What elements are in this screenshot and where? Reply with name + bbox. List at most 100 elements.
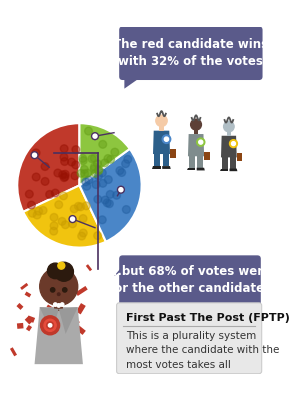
Circle shape bbox=[41, 316, 60, 335]
Circle shape bbox=[105, 176, 112, 184]
FancyBboxPatch shape bbox=[119, 255, 261, 306]
Circle shape bbox=[90, 165, 98, 173]
Bar bbox=[25, 316, 33, 324]
Circle shape bbox=[39, 207, 47, 214]
Circle shape bbox=[44, 319, 56, 331]
Circle shape bbox=[95, 172, 102, 180]
Bar bbox=[86, 264, 92, 271]
Circle shape bbox=[50, 288, 55, 292]
Circle shape bbox=[162, 135, 171, 144]
Circle shape bbox=[111, 148, 119, 156]
Bar bbox=[41, 324, 54, 332]
Bar bbox=[20, 283, 28, 290]
Circle shape bbox=[118, 169, 126, 176]
Circle shape bbox=[54, 303, 57, 306]
Bar bbox=[17, 323, 23, 329]
Circle shape bbox=[55, 201, 63, 209]
Circle shape bbox=[79, 157, 87, 164]
Circle shape bbox=[60, 153, 68, 161]
Circle shape bbox=[164, 137, 169, 141]
Circle shape bbox=[69, 220, 76, 228]
Circle shape bbox=[68, 158, 75, 166]
Circle shape bbox=[74, 203, 82, 210]
Circle shape bbox=[199, 140, 203, 144]
Circle shape bbox=[41, 163, 49, 170]
Bar bbox=[75, 286, 88, 296]
Circle shape bbox=[60, 145, 68, 152]
Polygon shape bbox=[124, 73, 142, 89]
Wedge shape bbox=[79, 149, 142, 242]
Wedge shape bbox=[23, 185, 106, 247]
Circle shape bbox=[116, 167, 124, 174]
Circle shape bbox=[54, 169, 62, 177]
Circle shape bbox=[61, 158, 68, 165]
Bar bbox=[69, 320, 80, 330]
Circle shape bbox=[47, 263, 63, 279]
Polygon shape bbox=[194, 130, 198, 134]
Circle shape bbox=[94, 195, 102, 203]
Circle shape bbox=[32, 149, 40, 157]
Circle shape bbox=[85, 127, 92, 135]
Circle shape bbox=[106, 190, 114, 198]
Bar bbox=[52, 267, 61, 276]
Bar bbox=[47, 304, 54, 310]
Circle shape bbox=[35, 207, 43, 215]
Circle shape bbox=[72, 161, 80, 169]
Polygon shape bbox=[187, 168, 195, 170]
Polygon shape bbox=[197, 156, 203, 168]
Circle shape bbox=[61, 170, 69, 178]
Circle shape bbox=[81, 170, 88, 178]
Circle shape bbox=[156, 115, 167, 126]
Polygon shape bbox=[237, 153, 242, 161]
Polygon shape bbox=[159, 126, 164, 131]
Polygon shape bbox=[59, 307, 78, 334]
Circle shape bbox=[113, 191, 120, 199]
Circle shape bbox=[33, 211, 41, 219]
Circle shape bbox=[122, 160, 130, 168]
Bar bbox=[16, 303, 23, 310]
Circle shape bbox=[101, 196, 109, 204]
Circle shape bbox=[79, 215, 87, 223]
Circle shape bbox=[77, 203, 85, 211]
Circle shape bbox=[92, 133, 98, 140]
Text: This is a plurality system
where the candidate with the
most votes takes all: This is a plurality system where the can… bbox=[126, 331, 279, 370]
Polygon shape bbox=[153, 131, 170, 154]
FancyBboxPatch shape bbox=[119, 26, 263, 80]
Circle shape bbox=[99, 179, 107, 187]
Polygon shape bbox=[197, 168, 205, 170]
Circle shape bbox=[79, 154, 87, 162]
Text: The red candidate wins
with 32% of the votes: The red candidate wins with 32% of the v… bbox=[113, 38, 268, 68]
Polygon shape bbox=[204, 152, 209, 160]
Circle shape bbox=[47, 322, 54, 329]
FancyBboxPatch shape bbox=[117, 303, 262, 374]
Circle shape bbox=[46, 190, 54, 198]
Circle shape bbox=[95, 166, 103, 174]
Circle shape bbox=[92, 170, 99, 177]
Circle shape bbox=[88, 155, 96, 162]
Circle shape bbox=[230, 140, 237, 148]
Polygon shape bbox=[227, 132, 231, 136]
Circle shape bbox=[84, 169, 92, 177]
Circle shape bbox=[50, 227, 57, 235]
Polygon shape bbox=[162, 166, 171, 169]
Circle shape bbox=[103, 199, 111, 207]
Circle shape bbox=[124, 156, 132, 163]
Polygon shape bbox=[152, 166, 161, 169]
Polygon shape bbox=[35, 307, 83, 364]
Bar bbox=[27, 316, 35, 323]
Circle shape bbox=[191, 119, 202, 130]
Circle shape bbox=[101, 159, 109, 167]
Circle shape bbox=[70, 205, 78, 213]
Polygon shape bbox=[170, 149, 176, 158]
Circle shape bbox=[98, 169, 106, 177]
Circle shape bbox=[58, 262, 65, 269]
Circle shape bbox=[50, 213, 58, 221]
Circle shape bbox=[123, 206, 130, 213]
Bar bbox=[52, 312, 63, 322]
Wedge shape bbox=[79, 123, 130, 185]
Circle shape bbox=[78, 232, 86, 240]
Bar bbox=[64, 343, 76, 347]
Circle shape bbox=[95, 167, 102, 175]
Bar bbox=[63, 308, 73, 317]
Polygon shape bbox=[40, 307, 59, 334]
